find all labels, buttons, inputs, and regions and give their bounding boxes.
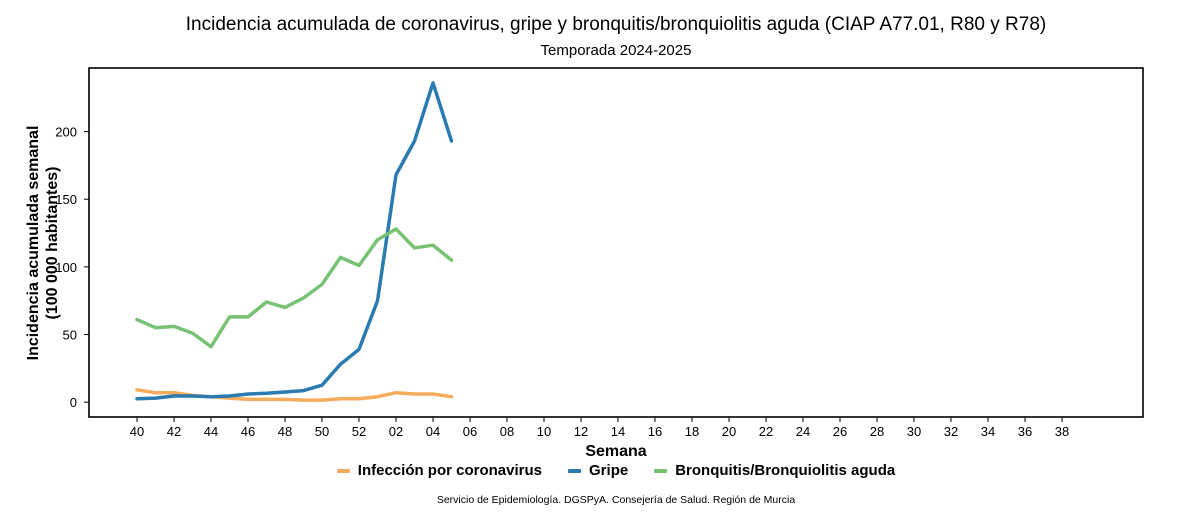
x-axis-label: Semana <box>585 443 646 460</box>
legend-item-coronavirus: Infección por coronavirus <box>336 462 543 479</box>
series-line-bronquitis <box>135 227 454 349</box>
chart-legend: Infección por coronavirus Gripe Bronquit… <box>0 462 1200 479</box>
x-tick-label: 42 <box>167 424 181 439</box>
y-tick-label: 50 <box>63 327 77 342</box>
y-tick-label: 200 <box>55 125 77 140</box>
plot-frame <box>88 67 1144 418</box>
y-tick-label: 100 <box>55 260 77 275</box>
legend-item-gripe: Gripe <box>568 462 628 479</box>
legend-label-bronquitis: Bronquitis/Bronquiolitis aguda <box>675 462 896 479</box>
x-tick-label: 14 <box>611 424 625 439</box>
series-lines <box>135 81 454 402</box>
y-tick-label: 150 <box>55 192 77 207</box>
y-tick-label: 0 <box>70 395 77 410</box>
y-axis-label: Incidencia acumulada semanal <box>25 126 42 361</box>
x-tick-label: 24 <box>796 424 810 439</box>
x-tick-label: 28 <box>870 424 884 439</box>
legend-label-gripe: Gripe <box>589 462 629 479</box>
x-tick-label: 06 <box>463 424 477 439</box>
x-tick-label: 26 <box>833 424 847 439</box>
x-tick-label: 38 <box>1055 424 1069 439</box>
source-note: Servicio de Epidemiología. DGSPyA. Conse… <box>436 494 796 506</box>
x-tick-label: 52 <box>352 424 366 439</box>
x-tick-label: 10 <box>537 424 551 439</box>
x-tick-label: 22 <box>759 424 773 439</box>
x-tick-label: 50 <box>315 424 329 439</box>
x-tick-label: 16 <box>648 424 662 439</box>
x-tick-label: 18 <box>685 424 699 439</box>
x-tick-label: 12 <box>574 424 588 439</box>
x-tick-label: 32 <box>944 424 958 439</box>
x-tick-label: 02 <box>389 424 403 439</box>
x-tick-label: 04 <box>426 424 440 439</box>
y-axis-label-units: (100 000 habitantes) <box>44 167 61 320</box>
x-tick-label: 30 <box>907 424 921 439</box>
chart-subtitle: Temporada 2024-2025 <box>540 42 692 59</box>
x-tick-label: 36 <box>1018 424 1032 439</box>
series-line-gripe <box>135 81 454 401</box>
x-tick-label: 40 <box>130 424 144 439</box>
x-tick-label: 34 <box>981 424 995 439</box>
x-tick-label: 48 <box>278 424 292 439</box>
x-tick-label: 46 <box>241 424 255 439</box>
x-tick-label: 44 <box>204 424 218 439</box>
x-tick-label: 08 <box>500 424 514 439</box>
x-tick-label: 20 <box>722 424 736 439</box>
legend-swatch-gripe <box>568 468 582 473</box>
x-axis: 40 42 44 46 48 50 52 02 04 06 08 10 12 14 16 18 20 22 24 26… <box>130 417 1069 439</box>
legend-swatch-bronquitis <box>654 468 668 473</box>
legend-swatch-coronavirus <box>336 468 350 473</box>
chart-title: Incidencia acumulada de coronavirus, gri… <box>185 14 1047 35</box>
y-axis: 0 50 100 150 200 <box>55 125 89 410</box>
line-chart: 0 50 100 150 200 40 42 44 46 48 50 52 02 04 06 08 10 12 1… <box>25 67 1144 460</box>
legend-item-bronquitis: Bronquitis/Bronquiolitis aguda <box>654 462 895 479</box>
legend-label-coronavirus: Infección por coronavirus <box>357 462 543 479</box>
